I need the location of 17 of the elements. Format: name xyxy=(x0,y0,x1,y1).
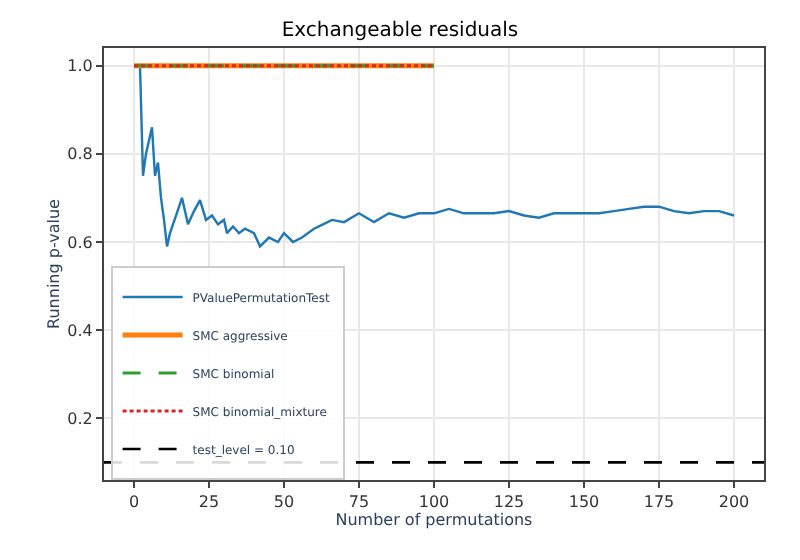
y-tick-label: 0.8 xyxy=(67,145,93,164)
x-tick-label: 100 xyxy=(418,493,450,512)
y-tick-label: 1.0 xyxy=(67,57,93,76)
y-axis-title: Running p-value xyxy=(44,198,63,329)
x-tick-label: 0 xyxy=(128,493,140,512)
x-tick-label: 75 xyxy=(348,493,370,512)
x-tick-label: 150 xyxy=(568,493,600,512)
x-tick-label: 175 xyxy=(643,493,675,512)
x-axis-title: Number of permutations xyxy=(335,511,533,530)
y-tick-label: 0.2 xyxy=(67,409,93,428)
x-tick-label: 125 xyxy=(493,493,525,512)
y-tick-label: 0.6 xyxy=(67,233,93,252)
x-tick-label: 25 xyxy=(198,493,220,512)
chart-title: Exchangeable residuals xyxy=(281,20,519,43)
x-tick-label: 50 xyxy=(273,493,295,512)
y-tick-label: 0.4 xyxy=(67,321,93,340)
x-tick-label: 200 xyxy=(718,493,750,512)
